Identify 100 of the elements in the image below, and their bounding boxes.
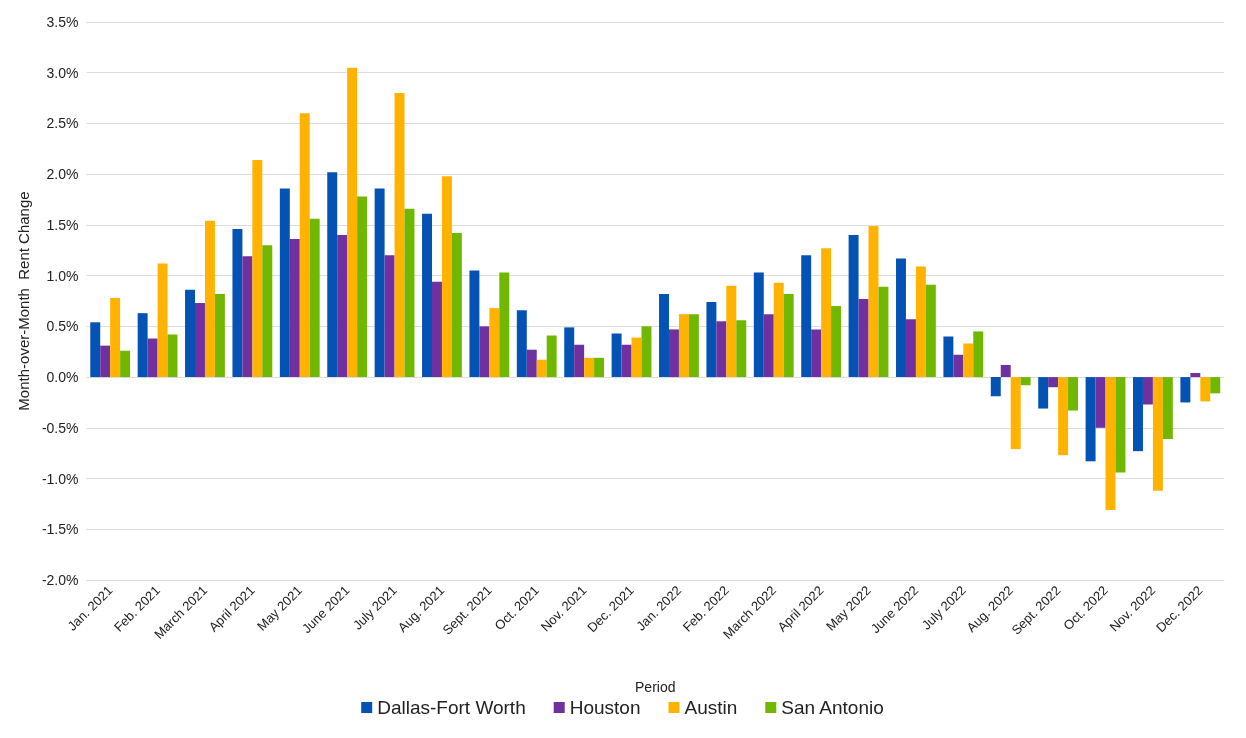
bar [120,350,131,378]
bar [783,293,794,378]
y-axis-title: Month-over-Month Rent Change [15,191,32,411]
bar [1200,377,1211,402]
bar [1152,377,1163,491]
bar [214,293,225,378]
bar [289,239,300,378]
y-tick-label: -1.5% [41,521,79,538]
bar [1210,377,1221,394]
y-tick-label: 3.5% [46,14,79,30]
bar [668,329,679,378]
y-tick-label: 2.0% [46,166,79,183]
y-tick-label: 1.0% [46,267,79,284]
bar [641,326,652,378]
legend-label: San Antonio [781,697,884,718]
bar [357,196,368,378]
bar [1085,377,1096,462]
bar [100,345,111,378]
bar [394,93,405,378]
bar [1068,377,1079,411]
bar [574,344,585,378]
bar [915,266,926,378]
bar [905,319,916,378]
y-tick-label: 0.0% [46,369,79,386]
bar [262,245,273,378]
bar [499,272,510,378]
bar [167,334,178,378]
bar [726,285,737,378]
bar [621,344,632,378]
bar [299,113,310,378]
bar [1095,377,1106,428]
bar [384,255,395,378]
bar [489,308,500,378]
bar [896,258,906,378]
bar [337,235,348,378]
bar [753,272,764,378]
bar [90,322,101,378]
bar [1142,377,1153,405]
bar [821,248,832,378]
bar [147,338,158,378]
bar [157,263,168,378]
bar [195,303,205,378]
bar [763,314,774,378]
bar [536,359,547,378]
bar [374,188,385,378]
bar [252,159,263,378]
bar [963,343,974,378]
bar [546,335,557,378]
bar [1058,377,1069,456]
bar [1162,377,1173,439]
bar [526,349,537,378]
bar [469,270,480,378]
bar [688,314,699,378]
bar [973,331,984,378]
bar [611,333,622,378]
bar [858,298,869,378]
legend-label: Houston [569,697,641,718]
bar [1180,377,1191,403]
bar [327,172,338,378]
y-tick-label: -1.0% [41,470,79,487]
y-tick-label: 0.5% [46,318,79,335]
bar [801,255,812,378]
legend-label: Austin [684,697,738,718]
bar [953,354,964,378]
bar [831,306,842,378]
bar [878,286,889,378]
bar [706,302,717,378]
bar [1048,377,1059,388]
bar [516,310,527,378]
y-tick-label: -0.5% [41,419,79,436]
bar [347,67,358,378]
bar [309,218,320,378]
bar [594,357,605,378]
bar [925,284,936,378]
bar [716,321,727,378]
legend-label: Dallas-Fort Worth [377,697,526,718]
bar [185,289,196,378]
bar [1105,377,1116,510]
bar [943,336,954,378]
bar [1115,377,1126,473]
bar [1190,373,1201,378]
bar [1020,377,1031,386]
bar [432,281,442,378]
x-axis-title: Period [635,679,676,695]
bar [773,282,784,378]
bar [990,377,1001,397]
bar [110,297,121,378]
bar [584,357,595,378]
bar [678,314,689,378]
y-tick-label: 1.5% [46,216,79,233]
bar [232,228,243,378]
bar [1133,377,1143,452]
bar [564,327,575,378]
y-tick-label: -2.0% [41,572,79,588]
y-tick-label: 2.5% [46,115,79,132]
bar [1000,364,1011,378]
bar [811,329,822,378]
bar [204,220,215,378]
bar [479,326,490,378]
bar [868,225,879,378]
